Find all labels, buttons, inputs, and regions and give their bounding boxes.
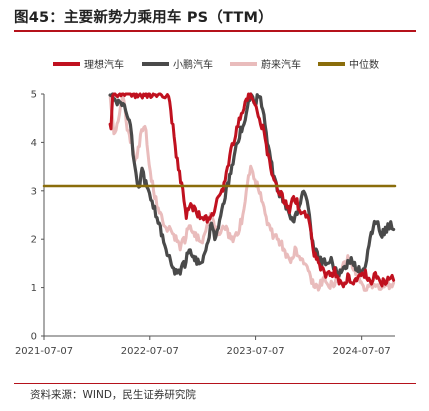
figure-title: 图45：主要新势力乘用车 PS（TTM）	[14, 10, 273, 26]
x-tick-label: 2024-07-07	[333, 346, 391, 357]
x-tick-label: 2021-07-07	[15, 346, 73, 357]
y-tick-label: 4	[31, 138, 37, 149]
series-line-li-auto	[108, 92, 396, 289]
legend-label-3: 中位数	[349, 58, 379, 71]
y-tick-label: 2	[31, 235, 37, 246]
source-note: 资料来源：WIND，民生证券研究院	[30, 389, 196, 401]
y-tick-label: 0	[31, 332, 37, 343]
title-divider	[14, 30, 416, 32]
legend-label-1: 小鹏汽车	[173, 58, 213, 71]
source-divider	[14, 383, 416, 384]
chart-legend: 理想汽车 小鹏汽车 蔚来汽车 中位数	[53, 58, 379, 71]
ps-line-chart: 理想汽车 小鹏汽车 蔚来汽车 中位数 0 1 2 3 4 5 2021-07-07 2022-07-…	[15, 58, 397, 357]
x-tick-label: 2023-07-07	[227, 346, 285, 357]
x-tick-label: 2022-07-07	[121, 346, 179, 357]
chart-plot-area	[42, 92, 397, 292]
y-tick-label: 3	[31, 186, 37, 197]
y-tick-label: 5	[31, 90, 37, 101]
chart-axes: 0 1 2 3 4 5 2021-07-07 2022-07-07 2023-07-07 2024…	[15, 90, 395, 357]
legend-label-0: 理想汽车	[84, 58, 124, 71]
series-line-nio	[108, 93, 396, 292]
y-tick-label: 1	[31, 283, 37, 294]
legend-label-2: 蔚来汽车	[261, 58, 301, 71]
